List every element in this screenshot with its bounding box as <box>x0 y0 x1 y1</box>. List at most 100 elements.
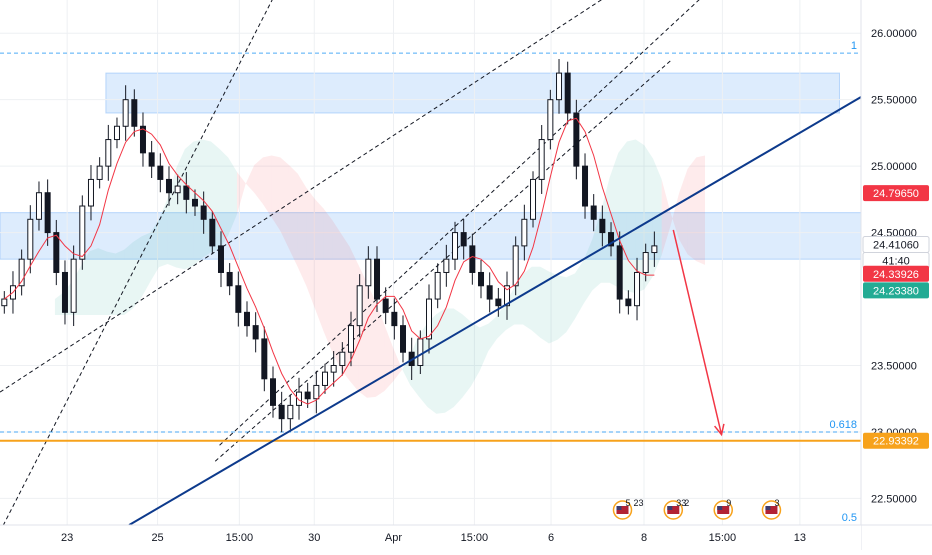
candle-body <box>634 271 641 307</box>
cloud-segment <box>678 168 688 255</box>
candle-body <box>295 391 302 406</box>
cloud-segment <box>297 173 307 286</box>
candle-body <box>79 205 86 260</box>
cloud-segment <box>505 287 515 331</box>
candle-body <box>226 271 233 287</box>
cloud-segment <box>228 157 237 236</box>
candle-body <box>287 404 294 420</box>
candle-body <box>504 285 511 307</box>
cloud-segment <box>566 273 575 333</box>
cloud-segment <box>661 179 671 256</box>
candle-body <box>573 112 580 167</box>
candle-body <box>27 218 34 260</box>
channel-line <box>0 0 603 393</box>
cloud-segment <box>106 251 116 315</box>
event-count: 2 <box>684 498 689 508</box>
cloud-segment <box>219 149 229 249</box>
time-axis[interactable]: 23 25 15:00 30 Apr 15:00 6 8 15:00 13 <box>0 524 932 550</box>
cloud-segment <box>540 266 549 344</box>
event-count: 9 <box>726 498 731 508</box>
cloud-segment <box>462 314 471 398</box>
cloud-segment <box>340 233 350 381</box>
event-count: 3 <box>774 498 779 508</box>
price-badge <box>863 185 929 202</box>
ascending-trendline <box>128 96 862 526</box>
cloud-segment <box>288 165 298 267</box>
candle-body <box>590 205 597 220</box>
supply-zone <box>105 72 840 114</box>
cloud-segment <box>514 274 523 325</box>
arrow-head <box>714 423 725 437</box>
price-badge-label: 24.23380 <box>873 285 919 297</box>
candle-body <box>599 218 606 234</box>
cloud-segment <box>453 308 463 408</box>
trendline[interactable] <box>128 96 862 526</box>
candle-body <box>564 72 571 114</box>
price-badge <box>863 432 929 449</box>
flag-icon <box>765 506 778 514</box>
price-axis[interactable]: 26.0000025.5000025.0000024.5000023.50000… <box>860 0 932 550</box>
candle-body <box>651 245 658 254</box>
time-tick-label: 25 <box>151 532 163 544</box>
candle-body <box>556 72 563 101</box>
candle-body <box>434 271 441 300</box>
event-markers[interactable]: 5 23 332 9 3 <box>612 498 782 520</box>
candle-body <box>460 232 467 247</box>
cloud-segment <box>470 321 480 387</box>
cloud-segment <box>444 308 454 413</box>
cloud-segment <box>150 219 159 282</box>
flag-icon-canton <box>765 506 771 510</box>
candle-body <box>616 245 623 300</box>
cloud-segment <box>80 251 90 315</box>
candle-body <box>321 371 328 386</box>
fib-label: 0.5 <box>842 512 857 524</box>
candle-body <box>582 165 589 207</box>
candle-body <box>330 365 337 373</box>
price-badge <box>863 265 929 282</box>
cloud-segment <box>349 246 359 392</box>
cloud-segment <box>375 301 385 397</box>
candle-body <box>122 99 129 127</box>
candle-body <box>339 351 346 367</box>
price-tick-label: 23.50000 <box>871 361 917 373</box>
event-count: 33 <box>676 498 686 508</box>
candle-body <box>235 285 242 313</box>
time-tick-label: 15:00 <box>461 532 489 544</box>
candle-body <box>356 285 363 327</box>
channel-line <box>219 0 700 446</box>
candle-body <box>18 258 25 287</box>
candle-body <box>426 298 433 340</box>
projection-arrow[interactable] <box>672 229 725 437</box>
cloud-segment <box>366 282 376 398</box>
candle-body <box>139 125 146 154</box>
cloud-segment <box>54 292 64 315</box>
fib-label: 0.618 <box>829 419 857 431</box>
time-tick-label: 15:00 <box>709 532 737 544</box>
cloud-segment <box>158 198 168 268</box>
cloud-segment <box>314 199 324 332</box>
cloud-segment <box>609 152 619 288</box>
time-tick-label: 30 <box>308 532 320 544</box>
candle-body <box>243 311 250 327</box>
price-tick-label: 26.00000 <box>871 28 917 40</box>
candle-body <box>174 185 181 194</box>
candle-body <box>191 198 198 207</box>
moving-average <box>4 117 655 405</box>
cloud-segment <box>236 171 246 215</box>
flag-icon-canton <box>616 506 622 510</box>
candle-body <box>304 391 311 400</box>
flag-icon <box>616 506 629 514</box>
candle-body <box>313 384 320 400</box>
candle-body <box>148 152 155 167</box>
candle-body <box>642 252 649 273</box>
candle-body <box>278 404 285 420</box>
time-tick-label: Apr <box>385 532 402 544</box>
candle-body <box>547 99 554 141</box>
candle-body <box>512 245 519 287</box>
candle-body <box>625 298 632 307</box>
flag-icon-canton <box>717 506 723 510</box>
price-badge-label: 22.93392 <box>873 436 919 448</box>
candle-body <box>87 178 94 207</box>
cloud-segment <box>479 323 489 372</box>
